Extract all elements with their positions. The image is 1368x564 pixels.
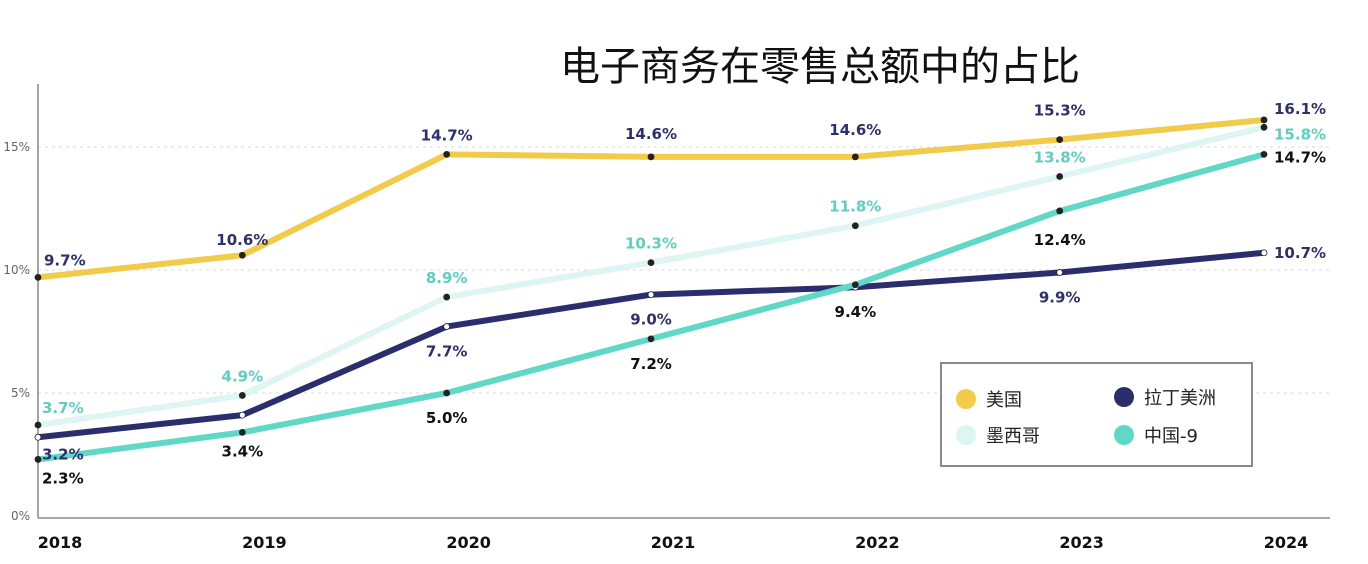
data-label: 9.7%: [44, 251, 86, 269]
data-label: 3.4%: [222, 442, 264, 460]
data-point: [647, 335, 655, 343]
data-label: 9.4%: [835, 303, 877, 321]
legend-label: 中国-9: [1144, 426, 1198, 447]
legend-swatch: [956, 389, 976, 409]
x-tick-label: 2020: [446, 533, 491, 552]
legend-label: 拉丁美洲: [1144, 388, 1216, 409]
legend-swatch: [1114, 387, 1134, 407]
data-point: [238, 392, 246, 399]
data-point: [851, 153, 859, 161]
data-point: [1056, 136, 1064, 144]
data-point: [34, 421, 42, 429]
legend-label: 美国: [986, 390, 1022, 411]
data-point: [1260, 123, 1268, 131]
data-label: 10.6%: [216, 231, 268, 249]
data-point: [443, 389, 451, 397]
data-label: 15.8%: [1274, 125, 1326, 143]
data-label: 8.9%: [426, 269, 468, 287]
data-label: 14.6%: [829, 121, 881, 139]
data-label: 14.7%: [1274, 148, 1326, 166]
data-point: [34, 456, 42, 463]
data-point: [1056, 207, 1064, 215]
data-point: [647, 259, 655, 267]
legend: 美国 拉丁美洲 墨西哥 中国-9: [940, 362, 1253, 467]
x-tick-label: 2021: [651, 533, 696, 552]
legend-swatch: [956, 425, 976, 445]
y-tick-label: 15%: [3, 140, 30, 154]
data-label: 16.1%: [1274, 100, 1326, 118]
legend-item-mexico: 墨西哥: [956, 422, 1040, 448]
data-label: 11.8%: [829, 198, 881, 216]
data-point: [1260, 249, 1268, 257]
data-point: [34, 273, 42, 281]
data-label: 7.2%: [630, 355, 672, 373]
data-point: [443, 150, 451, 158]
x-tick-label: 2018: [38, 533, 83, 552]
legend-label: 墨西哥: [986, 426, 1040, 447]
data-label: 2.3%: [42, 469, 84, 487]
data-label: 10.3%: [625, 235, 677, 253]
data-point: [34, 433, 42, 441]
data-label: 14.6%: [625, 125, 677, 143]
chart-title: 电子商务在零售总额中的占比: [560, 44, 1080, 90]
data-point: [443, 293, 451, 301]
data-point: [851, 281, 859, 289]
legend-swatch: [1114, 425, 1134, 445]
y-tick-label: 0%: [11, 509, 30, 523]
series-line-0: [37, 116, 1265, 281]
data-point: [1260, 150, 1268, 158]
data-label: 10.7%: [1274, 244, 1326, 262]
data-label: 9.0%: [630, 311, 672, 329]
data-point: [1260, 116, 1268, 124]
data-label: 7.7%: [426, 343, 468, 361]
data-label: 3.7%: [42, 399, 84, 417]
x-tick-label: 2019: [242, 533, 287, 552]
x-tick-label: 2022: [855, 533, 900, 552]
data-point: [443, 323, 451, 330]
data-point: [647, 153, 655, 161]
x-tick-label: 2023: [1059, 533, 1104, 552]
data-point: [647, 291, 655, 299]
data-point: [238, 428, 246, 436]
data-label: 5.0%: [426, 409, 468, 427]
data-label: 12.4%: [1034, 231, 1086, 249]
y-tick-label: 10%: [3, 263, 30, 277]
data-label: 14.7%: [421, 126, 473, 144]
legend-item-usa: 美国: [956, 386, 1022, 412]
data-label: 3.2%: [42, 445, 84, 463]
data-point: [1056, 269, 1064, 276]
legend-item-china: 中国-9: [1114, 422, 1198, 448]
data-point: [851, 222, 859, 230]
data-point: [238, 251, 246, 259]
x-tick-label: 2024: [1264, 533, 1309, 552]
data-point: [238, 411, 246, 419]
data-label: 13.8%: [1034, 149, 1086, 167]
data-point: [1056, 173, 1064, 180]
data-label: 9.9%: [1039, 288, 1081, 306]
legend-item-latam: 拉丁美洲: [1114, 384, 1216, 410]
data-label: 15.3%: [1034, 102, 1086, 120]
data-label: 4.9%: [222, 367, 264, 385]
y-tick-label: 5%: [11, 386, 30, 400]
